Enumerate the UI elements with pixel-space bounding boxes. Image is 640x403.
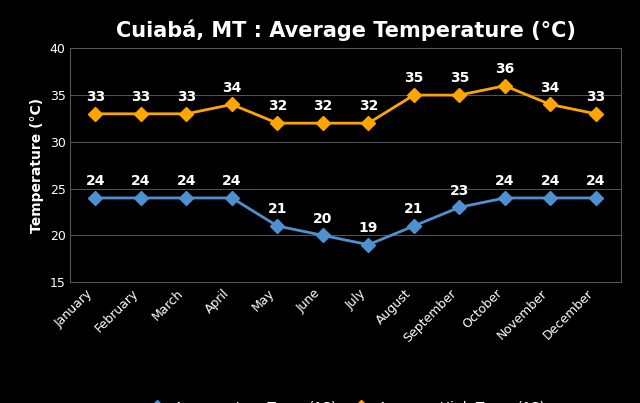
Average High Temp (°C) [547,102,554,107]
Average Low Temp (°C) [92,195,99,200]
Average High Temp (°C) [228,102,236,107]
Text: 33: 33 [86,90,105,104]
Text: 24: 24 [495,174,515,188]
Text: 32: 32 [313,100,333,113]
Text: 33: 33 [131,90,150,104]
Average Low Temp (°C) [501,195,509,200]
Text: 33: 33 [586,90,605,104]
Text: 33: 33 [177,90,196,104]
Text: 24: 24 [86,174,105,188]
Text: 20: 20 [313,212,333,226]
Text: 32: 32 [358,100,378,113]
Average Low Temp (°C) [592,195,600,200]
Text: 36: 36 [495,62,515,76]
Average Low Temp (°C) [365,242,372,247]
Average Low Temp (°C) [319,233,326,238]
Average High Temp (°C) [182,111,190,116]
Text: 19: 19 [358,221,378,235]
Average High Temp (°C) [137,111,145,116]
Title: Cuiabá, MT : Average Temperature (°C): Cuiabá, MT : Average Temperature (°C) [116,20,575,41]
Text: 34: 34 [541,81,560,95]
Average High Temp (°C) [319,121,326,126]
Text: 24: 24 [131,174,150,188]
Average Low Temp (°C) [273,224,281,229]
Average Low Temp (°C) [137,195,145,200]
Average Low Temp (°C) [410,224,418,229]
Text: 24: 24 [177,174,196,188]
Text: 24: 24 [222,174,242,188]
Average Low Temp (°C) [228,195,236,200]
Text: 23: 23 [450,184,469,197]
Text: 21: 21 [404,202,424,216]
Average High Temp (°C) [501,83,509,88]
Text: 35: 35 [404,71,424,85]
Line: Average High Temp (°C): Average High Temp (°C) [90,81,601,128]
Text: 32: 32 [268,100,287,113]
Line: Average Low Temp (°C): Average Low Temp (°C) [90,193,601,249]
Average Low Temp (°C) [547,195,554,200]
Average High Temp (°C) [273,121,281,126]
Text: 35: 35 [450,71,469,85]
Average High Temp (°C) [592,111,600,116]
Text: 21: 21 [268,202,287,216]
Text: 24: 24 [586,174,605,188]
Legend: Average Low Temp (°C), Average High Temp (°C): Average Low Temp (°C), Average High Temp… [141,395,550,403]
Average Low Temp (°C) [456,205,463,210]
Average High Temp (°C) [365,121,372,126]
Average High Temp (°C) [456,93,463,98]
Average Low Temp (°C) [182,195,190,200]
Y-axis label: Temperature (°C): Temperature (°C) [30,98,44,233]
Average High Temp (°C) [92,111,99,116]
Average High Temp (°C) [410,93,418,98]
Text: 24: 24 [541,174,560,188]
Text: 34: 34 [222,81,241,95]
